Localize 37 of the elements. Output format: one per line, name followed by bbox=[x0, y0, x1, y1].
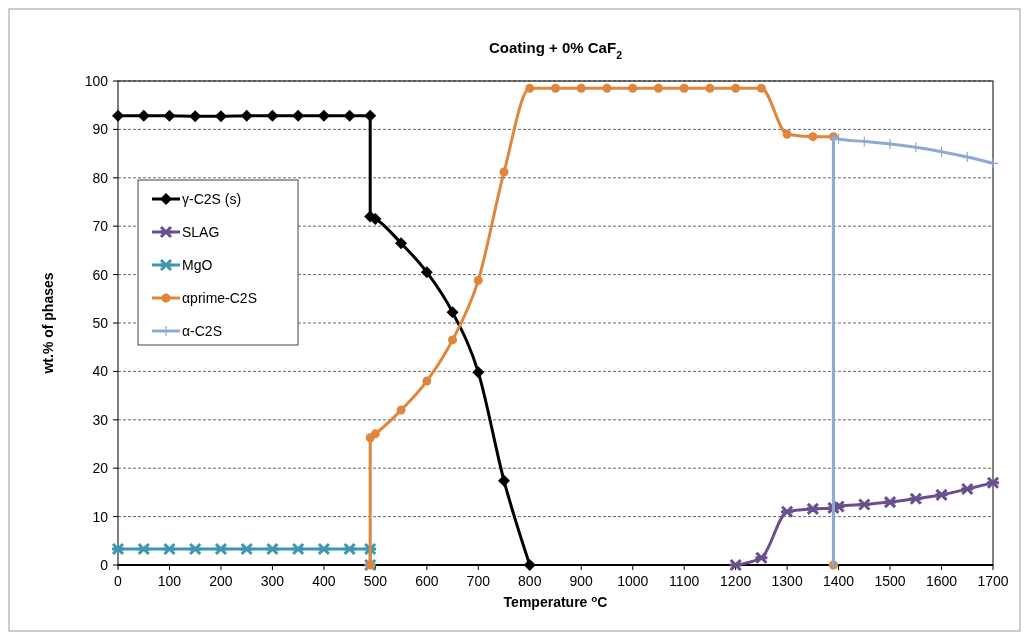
x-tick-label: 1200 bbox=[720, 573, 752, 589]
x-tick-label: 1500 bbox=[874, 573, 906, 589]
x-tick-label: 300 bbox=[260, 573, 285, 589]
y-tick-label: 30 bbox=[92, 411, 109, 428]
x-tick-label: 1400 bbox=[823, 573, 855, 589]
y-tick-label: 100 bbox=[84, 73, 109, 89]
x-tick-label: 200 bbox=[209, 573, 233, 589]
y-tick-label: 70 bbox=[92, 218, 109, 235]
x-tick-label: 800 bbox=[518, 573, 542, 589]
y-tick-label: 90 bbox=[92, 121, 109, 138]
legend-label: α-C2S bbox=[182, 323, 222, 339]
x-tick-label: 1100 bbox=[669, 573, 700, 589]
x-tick-label: 700 bbox=[466, 573, 491, 589]
x-tick-label: 600 bbox=[415, 573, 439, 589]
x-tick-label: 1700 bbox=[977, 573, 1009, 589]
chart-title: Coating + 0% CaF$_{2}$ bbox=[489, 39, 623, 61]
x-tick-label: 1300 bbox=[771, 573, 803, 589]
y-tick-label: 10 bbox=[92, 508, 109, 525]
x-tick-label: 500 bbox=[363, 573, 388, 589]
y-axis-title: wt.% of phases bbox=[40, 272, 56, 375]
y-tick-label: 40 bbox=[92, 363, 109, 380]
legend-label: αprime-C2S bbox=[182, 290, 257, 306]
y-tick-label: 50 bbox=[92, 315, 109, 331]
x-tick-label: 900 bbox=[569, 573, 594, 589]
x-tick-label: 100 bbox=[157, 573, 182, 589]
x-tick-label: 1000 bbox=[617, 573, 649, 589]
y-tick-label: 0 bbox=[100, 557, 109, 573]
y-tick-label: 20 bbox=[92, 460, 109, 477]
legend-label: γ-C2S (s) bbox=[182, 191, 242, 207]
legend-label: SLAG bbox=[182, 224, 220, 240]
y-tick-label: 60 bbox=[92, 266, 109, 283]
legend-label: MgO bbox=[182, 257, 213, 273]
x-tick-label: 0 bbox=[114, 573, 123, 589]
x-axis-title: Temperature $^{o}$C bbox=[503, 592, 608, 610]
x-tick-label: 400 bbox=[312, 573, 336, 589]
x-tick-label: 1600 bbox=[925, 573, 958, 589]
y-tick-label: 80 bbox=[92, 169, 109, 186]
